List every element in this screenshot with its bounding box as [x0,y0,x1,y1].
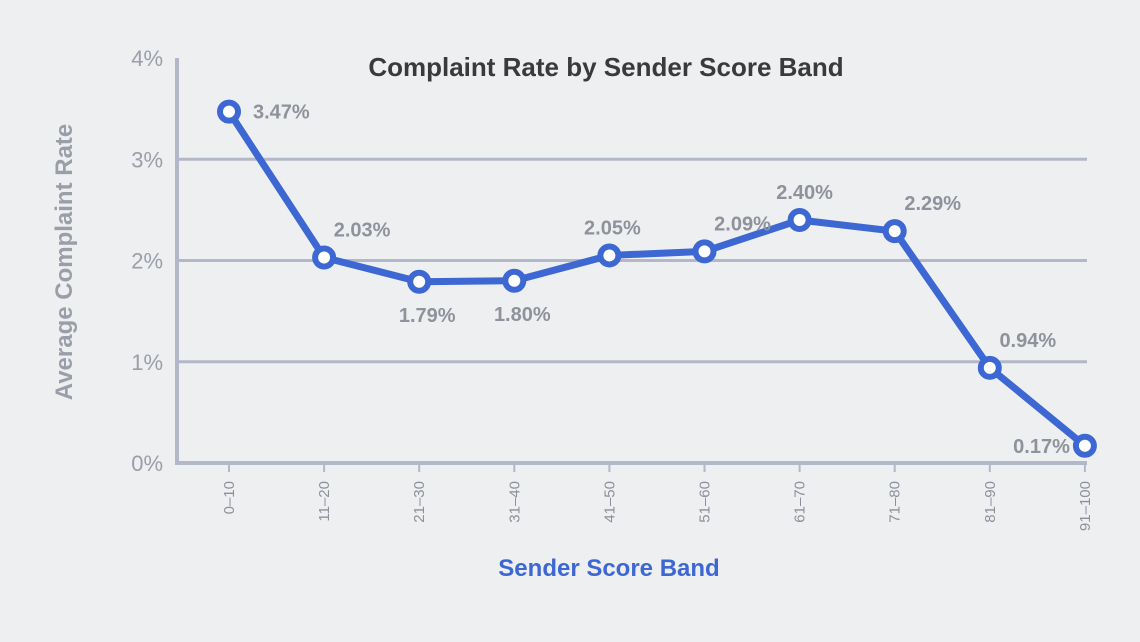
data-label: 1.80% [494,304,551,326]
x-tick-label: 41–50 [601,481,618,523]
data-label: 2.40% [776,182,833,204]
series-line [225,108,1089,450]
data-labels: 3.47% 2.03% 1.79% 1.80% 2.05% 2.09%2.40% 2.29%… [253,102,1070,458]
data-label: 2.09% [714,213,771,235]
data-label: 3.47% [253,102,310,124]
data-point [882,219,907,244]
y-tick-label: 1% [131,350,163,375]
x-tick-label: 91–100 [1077,481,1094,531]
y-tick-labels: 0% 1% 2% 3% 4% [131,46,163,476]
data-point [217,99,241,124]
data-label: 0.94% [999,330,1056,352]
x-tick-label: 71–80 [887,481,904,523]
x-tick-label: 0–10 [221,481,238,514]
x-tick-label: 11–20 [316,481,333,522]
y-tick-label: 4% [131,46,163,71]
x-tick-label: 31–40 [506,481,523,523]
x-tick-label: 61–70 [792,481,809,523]
series [217,99,1097,458]
y-tick-label: 3% [131,147,163,172]
data-label: 2.03% [334,219,391,241]
x-tick-labels: 0–10 11–20 21–30 31–40 41–50 51–60 61–70 71–80 8… [221,463,1094,531]
axes [175,58,1087,465]
x-tick-label: 21–30 [411,481,428,523]
data-point [407,269,432,294]
data-point [692,239,717,264]
y-tick-label: 0% [131,451,163,476]
data-point [787,208,812,232]
data-label: 0.17% [1013,436,1070,458]
data-point [597,243,622,268]
data-label: 2.05% [584,217,641,239]
data-point [502,268,527,293]
data-point [1072,433,1097,458]
chart-title: Complaint Rate by Sender Score Band [368,52,843,82]
x-tick-label: 81–90 [982,481,999,523]
y-tick-label: 2% [131,249,163,274]
data-point [977,355,1002,380]
data-point [312,245,337,270]
x-tick-label: 51–60 [697,481,714,523]
x-axis-title: Sender Score Band [498,555,719,582]
y-axis-title: Average Complaint Rate [51,124,78,401]
data-label: 2.29% [904,193,961,215]
data-label: 1.79% [399,305,456,327]
